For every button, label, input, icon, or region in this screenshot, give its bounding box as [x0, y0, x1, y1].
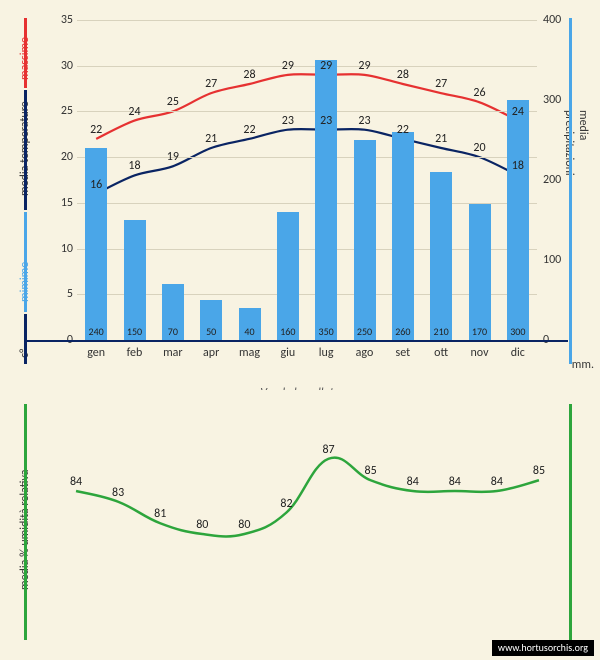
climate-chart: massime media temperature mimime c° medi… — [0, 0, 600, 390]
min-value: 19 — [158, 150, 188, 164]
source-footer: www.hortusorchis.org — [492, 640, 594, 656]
ytick-right: 300 — [543, 93, 573, 107]
min-value: 21 — [196, 132, 226, 146]
axis-strip-max — [24, 18, 27, 88]
ytick-right: 100 — [543, 253, 573, 267]
min-value: 23 — [350, 114, 380, 128]
ytick-right: 400 — [543, 13, 573, 27]
label-mm: mm. — [572, 358, 594, 372]
x-axis-line — [25, 340, 568, 342]
humidity-value: 84 — [398, 475, 428, 489]
axis-strip-min — [24, 212, 27, 312]
label-precip: media precipitazioni — [562, 110, 590, 176]
max-value: 24 — [503, 105, 533, 119]
ytick-left: 15 — [47, 196, 73, 210]
precip-value: 350 — [311, 325, 341, 338]
precip-value: 250 — [350, 325, 380, 338]
precip-bar — [392, 132, 414, 340]
month-label: apr — [192, 346, 230, 360]
precip-bar — [124, 220, 146, 340]
precip-bar — [469, 204, 491, 340]
ytick-left: 35 — [47, 13, 73, 27]
humidity-value: 80 — [229, 518, 259, 532]
precip-value: 170 — [465, 325, 495, 338]
axis-strip-mid — [24, 90, 27, 210]
min-value: 23 — [273, 114, 303, 128]
humidity-value: 80 — [187, 518, 217, 532]
humidity-value: 81 — [145, 507, 175, 521]
humidity-value: 83 — [103, 486, 133, 500]
humidity-line — [76, 458, 539, 537]
month-label: lug — [307, 346, 345, 360]
month-label: dic — [499, 346, 537, 360]
precip-value: 50 — [196, 325, 226, 338]
max-value: 28 — [388, 68, 418, 82]
month-label: gen — [77, 346, 115, 360]
precip-bar — [277, 212, 299, 340]
month-label: ott — [422, 346, 460, 360]
max-value: 22 — [81, 123, 111, 137]
ytick-left: 10 — [47, 242, 73, 256]
max-value: 24 — [120, 105, 150, 119]
month-label: mar — [154, 346, 192, 360]
max-value: 29 — [273, 59, 303, 73]
precip-bar — [507, 100, 529, 340]
max-value: 27 — [196, 77, 226, 91]
month-label: ago — [346, 346, 384, 360]
max-value: 29 — [350, 59, 380, 73]
precip-value: 150 — [120, 325, 150, 338]
min-value: 21 — [426, 132, 456, 146]
max-value: 28 — [235, 68, 265, 82]
humidity-value: 84 — [61, 475, 91, 489]
ytick-left: 20 — [47, 150, 73, 164]
precip-bar — [354, 140, 376, 340]
precip-value: 160 — [273, 325, 303, 338]
max-value: 25 — [158, 95, 188, 109]
ytick-left: 30 — [47, 59, 73, 73]
precip-bar — [315, 60, 337, 340]
ytick-left: 5 — [47, 287, 73, 301]
month-label: giu — [269, 346, 307, 360]
line-overlay-bottom — [55, 405, 560, 620]
plot-area-top: 051015202530350100200300400240gen150feb7… — [75, 20, 537, 340]
humidity-value: 84 — [482, 475, 512, 489]
min-value: 20 — [465, 141, 495, 155]
axis-strip-humidity-r — [569, 404, 572, 640]
plot-area-bottom: 84 83 81 80 80 82 87 85 84 84 84 85 — [55, 405, 560, 620]
humidity-value: 85 — [524, 464, 554, 478]
min-value: 22 — [235, 123, 265, 137]
axis-strip-humidity-l — [24, 404, 27, 640]
month-label: set — [384, 346, 422, 360]
precip-value: 70 — [158, 325, 188, 338]
humidity-chart: media % umidità relativa 848381808082878… — [0, 390, 600, 660]
month-label: mag — [231, 346, 269, 360]
precip-value: 300 — [503, 325, 533, 338]
humidity-value: 82 — [271, 497, 301, 511]
humidity-value: 85 — [356, 464, 386, 478]
precip-bar — [430, 172, 452, 340]
month-label: nov — [461, 346, 499, 360]
min-value: 18 — [503, 159, 533, 173]
min-value: 16 — [81, 178, 111, 192]
precip-value: 240 — [81, 325, 111, 338]
max-value: 29 — [311, 59, 341, 73]
precip-value: 210 — [426, 325, 456, 338]
axis-strip-right — [569, 18, 572, 364]
month-label: feb — [116, 346, 154, 360]
min-value: 23 — [311, 114, 341, 128]
humidity-value: 84 — [440, 475, 470, 489]
ytick-left: 25 — [47, 104, 73, 118]
axis-strip-bot — [24, 314, 27, 364]
max-value: 27 — [426, 77, 456, 91]
humidity-value: 87 — [314, 443, 344, 457]
max-value: 26 — [465, 86, 495, 100]
precip-value: 40 — [235, 325, 265, 338]
precip-value: 260 — [388, 325, 418, 338]
min-value: 18 — [120, 159, 150, 173]
ytick-right: 200 — [543, 173, 573, 187]
min-value: 22 — [388, 123, 418, 137]
